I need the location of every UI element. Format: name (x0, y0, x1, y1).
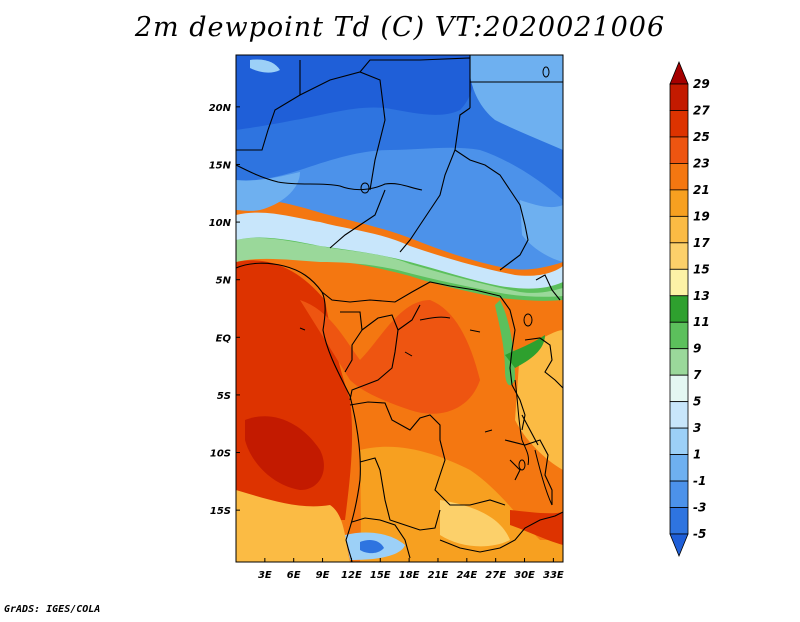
colorbar-label: 11 (693, 315, 710, 329)
colorbar-swatch (669, 242, 689, 270)
colorbar-label: -1 (693, 474, 706, 488)
longitude-label: 15E (370, 570, 391, 581)
colorbar-swatch (669, 215, 689, 244)
longitude-label: 9E (316, 570, 330, 581)
latitude-label: 5N (216, 276, 232, 287)
colorbar-label: 29 (693, 77, 710, 91)
colorbar-label: 25 (693, 130, 710, 144)
colorbar-label: 1 (693, 448, 701, 462)
longitude-label: 30E (514, 570, 535, 581)
colorbar-label: -5 (693, 527, 706, 541)
longitude-label: 12E (341, 570, 362, 581)
colorbar-swatch (669, 295, 689, 323)
colorbar-swatch (669, 454, 689, 482)
colorbar-swatch (669, 374, 689, 403)
latitude-label: EQ (216, 333, 232, 344)
latitude-label: 15N (209, 160, 232, 171)
latitude-label: 10N (209, 218, 232, 229)
colorbar-label: 3 (693, 421, 701, 435)
lakes (299, 66, 553, 506)
colorbar-swatch (669, 268, 689, 297)
colorbar-label: 23 (693, 156, 710, 170)
latitude-label: 5S (217, 391, 231, 402)
colorbar-label: 15 (693, 262, 710, 276)
longitude-label: 18E (399, 570, 420, 581)
longitude-label: 33E (543, 570, 564, 581)
colorbar-swatch (669, 321, 689, 350)
colorbar-label: 21 (693, 183, 710, 197)
latitude-label: 10S (210, 449, 231, 460)
colorbar-label: 13 (693, 289, 710, 303)
longitude-label: 6E (287, 570, 301, 581)
dewpoint-field (236, 55, 563, 562)
longitude-label: 27E (485, 570, 506, 581)
map-frame (235, 54, 564, 563)
colorbar-swatch (669, 136, 689, 164)
longitude-label: 21E (428, 570, 449, 581)
colorbar: 29 27 25 23 21 19 17 15 13 11 9 7 5 3 1 -1 -3 -5 (669, 60, 710, 558)
longitude-labels: 3E 6E 9E 12E 15E 18E 21E 24E 27E 30E 33E (258, 558, 564, 581)
colorbar-label: 5 (693, 395, 701, 409)
colorbar-swatch (669, 110, 689, 138)
longitude-label: 3E (258, 570, 272, 581)
latitude-labels: 20N 15N 10N 5N EQ 5S 10S 15S (209, 103, 240, 517)
latitude-label: 15S (210, 506, 231, 517)
colorbar-swatch (669, 83, 689, 111)
colorbar-swatch (669, 427, 689, 455)
colorbar-swatch (669, 163, 689, 191)
colorbar-max-arrow (669, 60, 689, 85)
colorbar-label: 7 (693, 368, 702, 382)
country-borders (236, 55, 563, 562)
colorbar-label: 9 (693, 342, 701, 356)
colorbar-swatch (669, 480, 689, 508)
colorbar-swatch (669, 189, 689, 217)
colorbar-min-arrow (669, 533, 689, 558)
colorbar-label: 27 (693, 103, 710, 117)
colorbar-swatch (669, 507, 689, 535)
grads-credit: GrADS: IGES/COLA (4, 604, 101, 615)
colorbar-swatch (669, 401, 689, 429)
colorbar-swatch (669, 348, 689, 376)
map-title: 2m dewpoint Td (C) VT:2020021006 (134, 12, 666, 43)
latitude-label: 20N (209, 103, 232, 114)
colorbar-label: -3 (693, 501, 706, 515)
colorbar-label: 19 (693, 209, 710, 223)
longitude-label: 24E (456, 570, 477, 581)
colorbar-label: 17 (693, 236, 710, 250)
